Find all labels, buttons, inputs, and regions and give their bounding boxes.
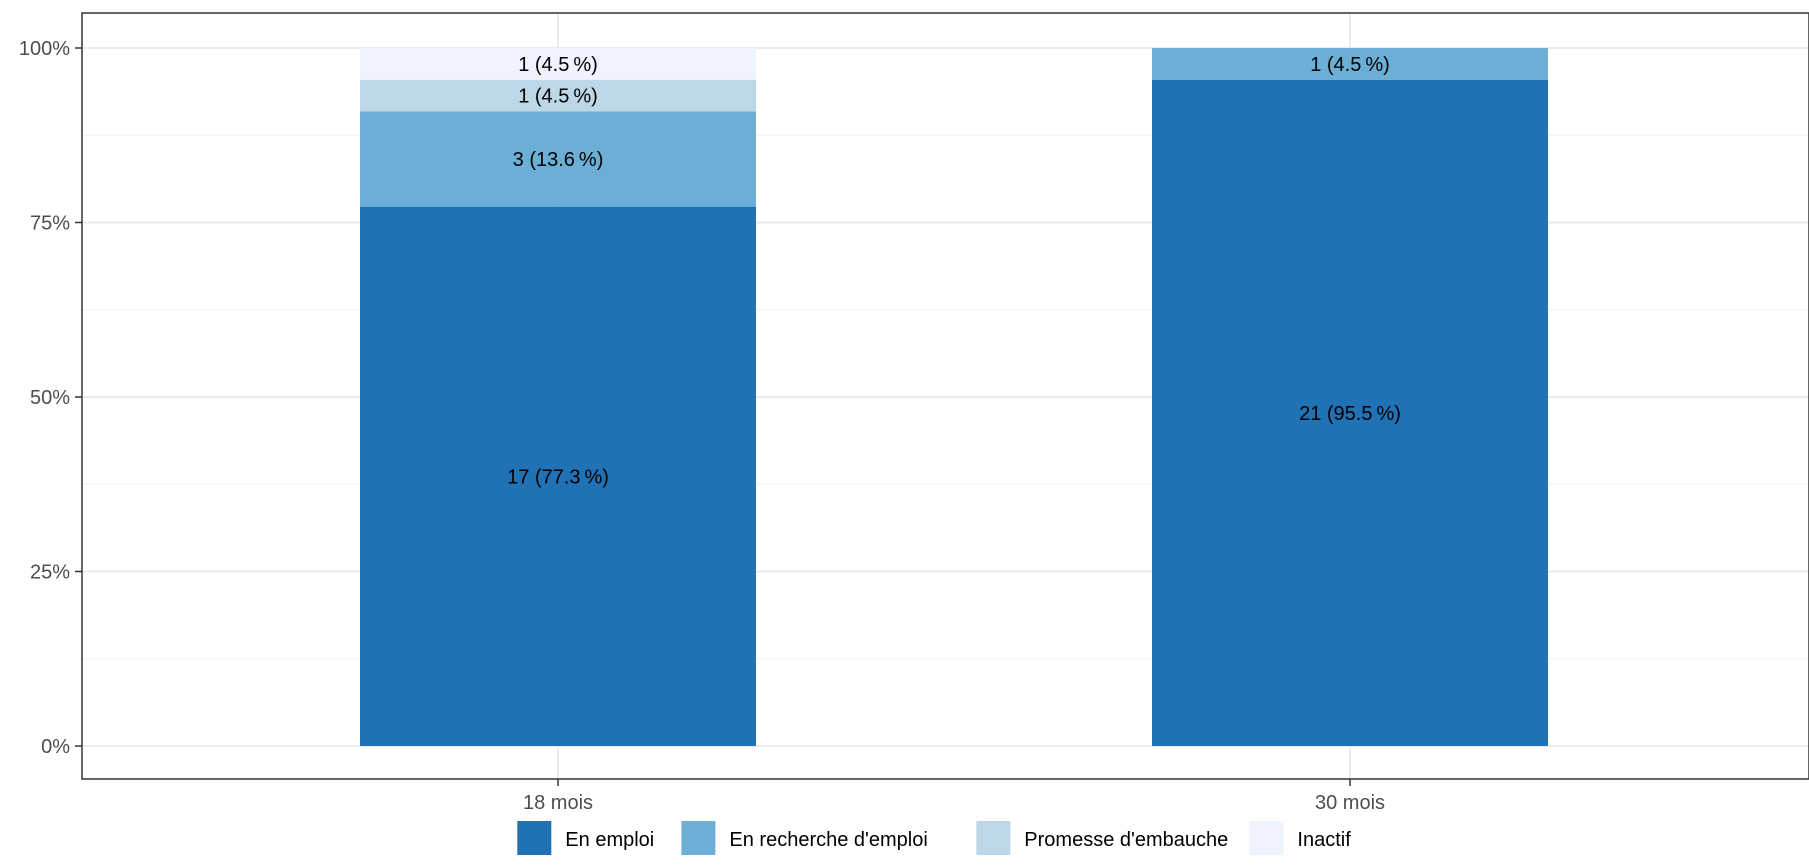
bar-segment (1152, 79, 1548, 746)
legend-label: Inactif (1297, 829, 1351, 851)
bar-segment (360, 48, 756, 80)
legend: En emploi En recherche d'emploi Promesse d… (517, 821, 1351, 855)
x-tick-label: 18 mois (523, 792, 593, 814)
bar-segment (360, 79, 756, 112)
bar-segment (360, 111, 756, 207)
y-tick-label: 0% (41, 736, 70, 758)
y-tick-label: 25% (30, 562, 70, 584)
legend-label: Promesse d'embauche (1024, 829, 1228, 851)
data-labels: 17 (77.3 %) 3 (13.6 %) 1 (4.5 %) 1 (4.5 %) 2… (507, 54, 1401, 488)
data-label: 1 (4.5 %) (518, 54, 598, 76)
y-tick-label: 50% (30, 387, 70, 409)
bar-segment (360, 206, 756, 747)
axes: 0% 25% 50% 75% 100% 18 mois 30 mois (19, 12, 1809, 814)
data-label: 3 (13.6 %) (513, 149, 604, 171)
legend-label: En recherche d'emploi (729, 829, 927, 851)
panel-border (81, 12, 1809, 780)
legend-label: En emploi (565, 829, 654, 851)
data-label: 1 (4.5 %) (1310, 54, 1390, 76)
data-label: 21 (95.5 %) (1299, 403, 1401, 425)
x-tick-label: 30 mois (1315, 792, 1385, 814)
data-label: 1 (4.5 %) (518, 86, 598, 108)
legend-key (681, 821, 716, 855)
legend-key (1249, 821, 1284, 855)
bar-segment (1152, 48, 1548, 80)
bars (360, 48, 1548, 747)
legend-key (517, 821, 552, 855)
y-tick-label: 75% (30, 213, 70, 235)
data-label: 17 (77.3 %) (507, 466, 609, 488)
legend-key (976, 821, 1011, 855)
y-tick-label: 100% (19, 38, 70, 60)
